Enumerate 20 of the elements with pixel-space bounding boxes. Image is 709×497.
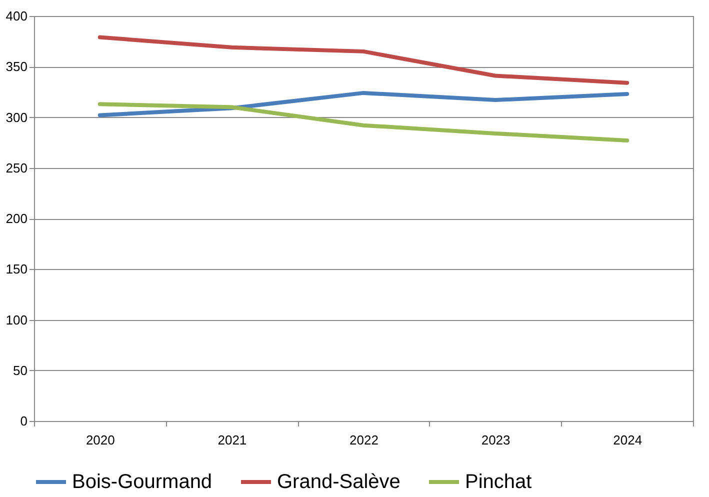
line-series — [98, 90, 630, 118]
legend-label: Bois-Gourmand — [72, 471, 212, 493]
line-series — [98, 102, 630, 143]
legend-label: Grand-Salève — [277, 471, 400, 493]
y-tick-label: 200 — [6, 211, 28, 226]
y-tick-label: 100 — [6, 312, 28, 328]
x-tick-label: 2023 — [481, 432, 510, 448]
x-tick-label: 2022 — [350, 432, 378, 448]
x-tick-label: 2020 — [86, 432, 115, 448]
y-tick-label: 400 — [6, 8, 28, 24]
legend-label: Pinchat — [465, 471, 532, 493]
y-tick-label: 0 — [20, 414, 28, 428]
y-tick-label: 250 — [6, 160, 28, 176]
y-tick-label: 150 — [6, 262, 28, 277]
x-tick-label: 2024 — [613, 432, 642, 448]
x-tick-label: 2021 — [218, 432, 247, 448]
y-tick-label: 300 — [6, 110, 28, 125]
y-tick-label: 50 — [13, 362, 28, 378]
y-tick-label: 350 — [6, 59, 28, 74]
line-series — [98, 35, 630, 85]
